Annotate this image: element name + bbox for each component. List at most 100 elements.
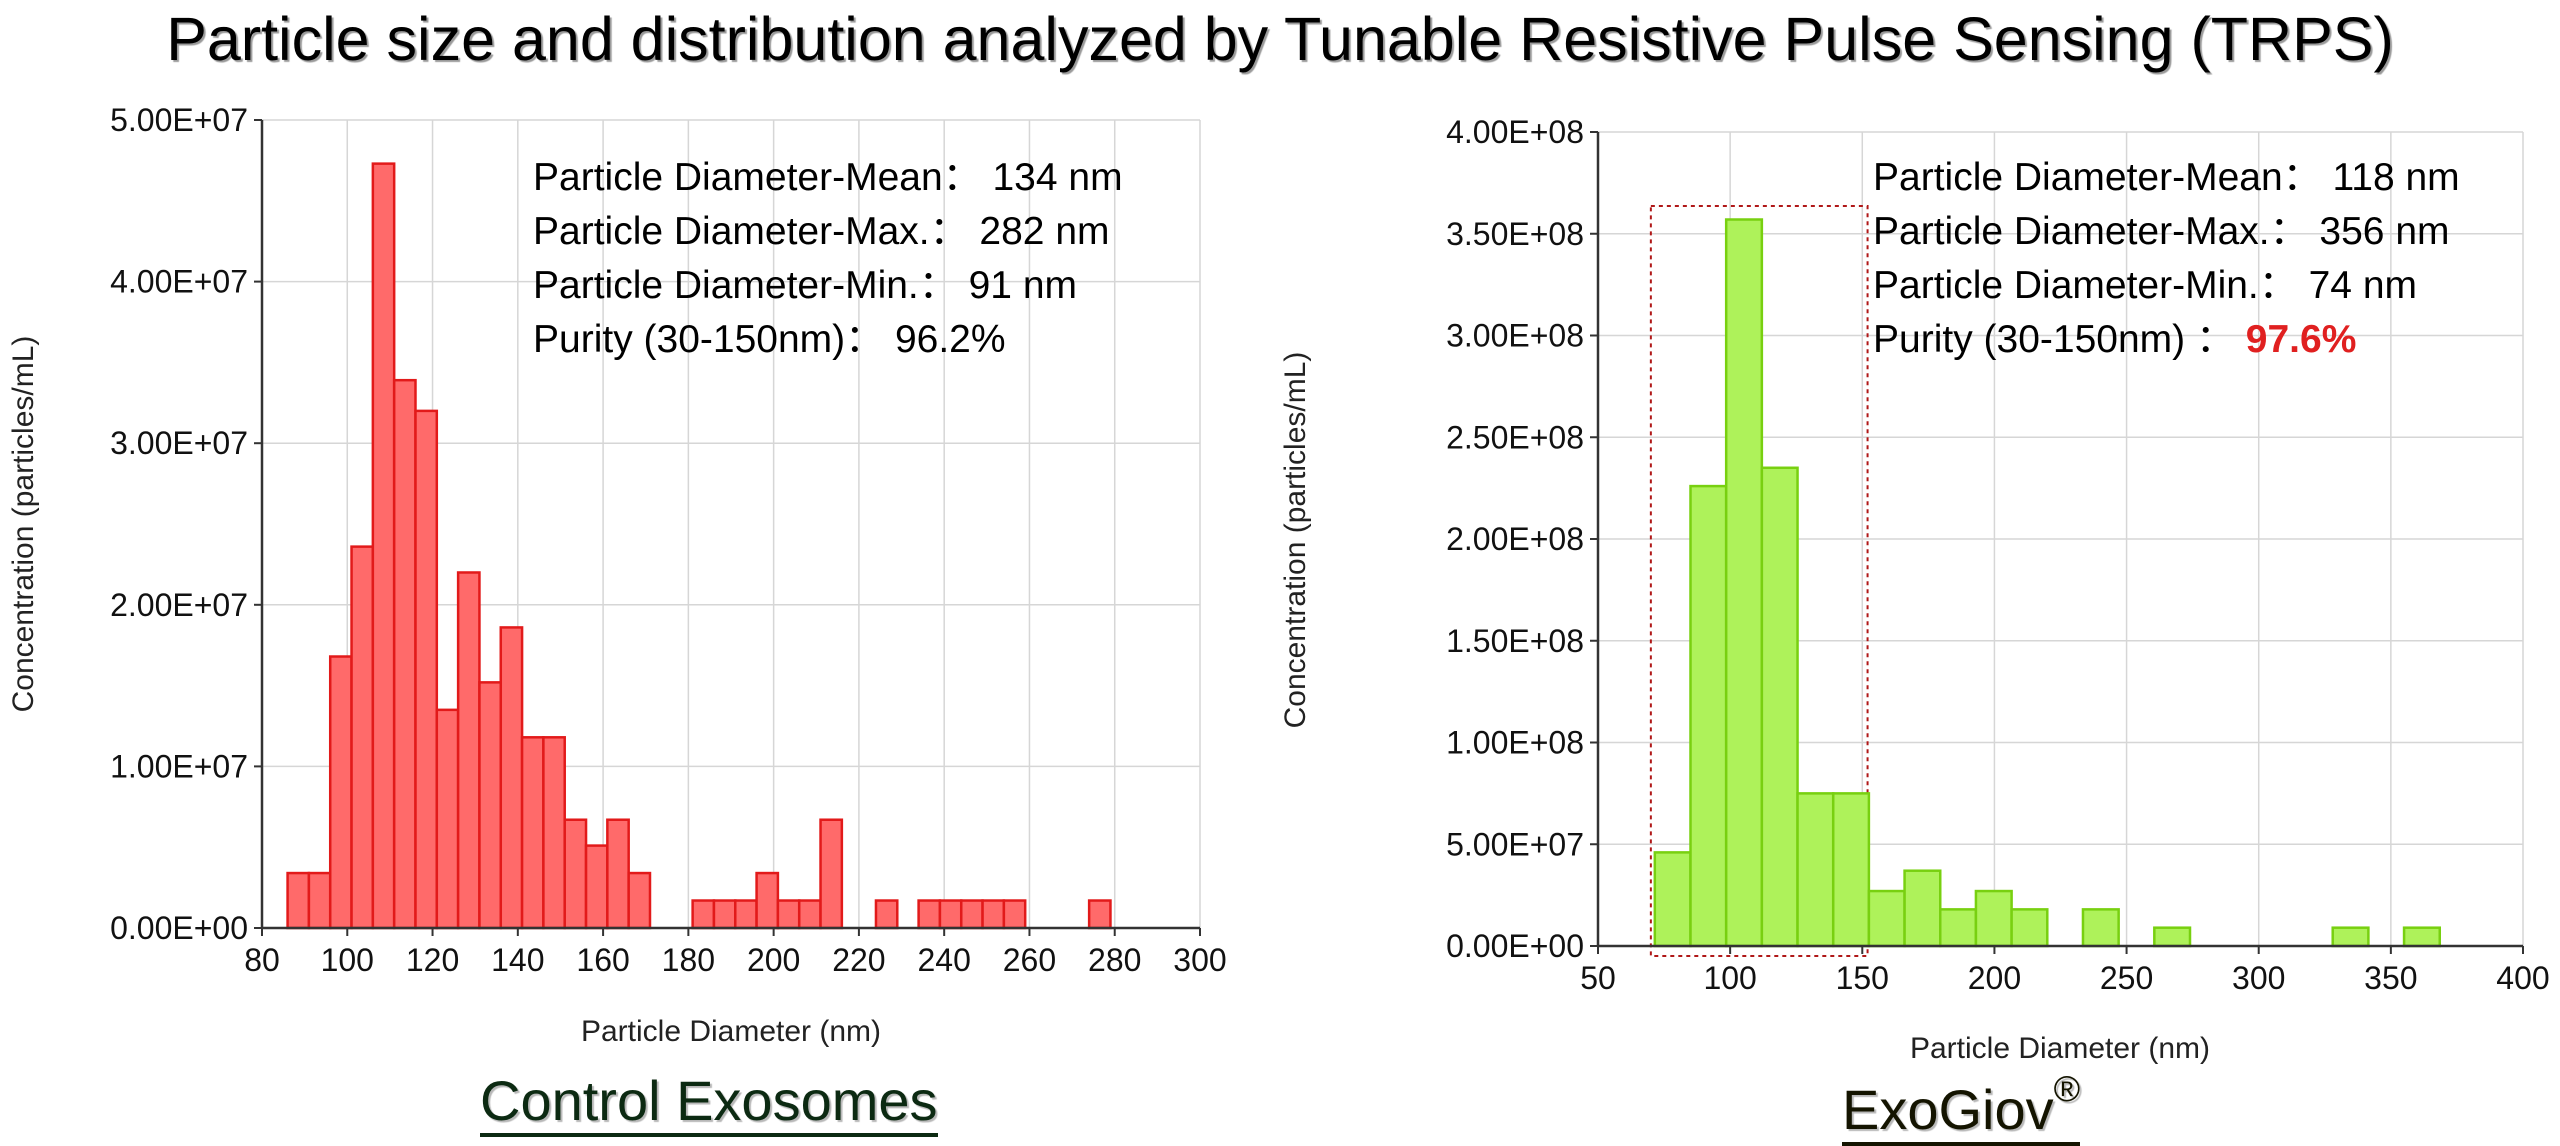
highlight-box: [1649, 205, 1869, 957]
grid-lines: [262, 119, 1201, 928]
histogram-bar: [1939, 908, 1978, 948]
histogram-bar: [819, 818, 844, 930]
x-tick-label: 300: [2232, 960, 2285, 996]
histogram-bar: [1002, 899, 1027, 930]
x-tick-label: 260: [1003, 942, 1056, 978]
y-axis-label: Concentration (particles/mL): [1279, 352, 1312, 729]
y-tick-label: 1.00E+08: [1446, 725, 1584, 761]
histogram-bar: [1760, 466, 1799, 948]
histogram-bar: [499, 626, 524, 930]
stat-label: Particle Diameter-Max.：: [1873, 210, 2309, 253]
y-tick-label: 2.00E+07: [110, 587, 248, 623]
histogram-bar: [456, 571, 481, 930]
y-tick-label: 2.00E+08: [1446, 521, 1584, 557]
stat-label: Purity (30-150nm)：: [533, 318, 884, 361]
histogram-bar: [307, 871, 332, 930]
stat-value: 134 nm: [982, 156, 1123, 199]
x-tick-label: 220: [832, 942, 885, 978]
x-tick-label: 240: [917, 942, 970, 978]
histogram-bar: [691, 899, 716, 930]
stat-label: Particle Diameter-Min.：: [1873, 264, 2298, 307]
stat-value: 356 nm: [2309, 210, 2450, 253]
histogram-bar: [627, 871, 652, 930]
histogram-bar: [542, 736, 566, 930]
y-tick-label: 1.50E+08: [1446, 623, 1584, 659]
tick-labels: 50 100 150 200 250 300 350 400 0.00E+00 5.00E+07 1…: [1446, 114, 2550, 996]
x-tick-label: 400: [2496, 960, 2549, 996]
stat-value: 91 nm: [958, 264, 1077, 307]
highlight-range-box: [1649, 205, 1869, 957]
caption-text: ExoGiov: [1842, 1078, 2054, 1141]
caption-underline: [480, 1133, 938, 1137]
y-tick-label: 2.50E+08: [1446, 419, 1584, 455]
histogram-bar: [435, 708, 460, 930]
histogram-bar: [328, 655, 353, 930]
histogram-bar: [1689, 484, 1728, 948]
y-tick-label: 3.00E+08: [1446, 318, 1584, 354]
histogram-bar: [2402, 926, 2442, 948]
y-tick-label: 3.50E+08: [1446, 216, 1584, 252]
caption-underline: [1842, 1142, 2081, 1146]
histogram-bar: [874, 899, 899, 930]
stat-value: 118 nm: [2322, 156, 2460, 199]
caption-control-exosomes: Control Exosomes: [480, 1068, 938, 1137]
histogram-bar: [414, 409, 439, 930]
y-tick-label: 0.00E+00: [1446, 928, 1584, 964]
histogram-bar: [2010, 908, 2049, 948]
caption-text: Control Exosomes: [480, 1069, 938, 1132]
bars: [286, 162, 1112, 930]
x-axis-label: Particle Diameter (nm): [1910, 1032, 2210, 1065]
stat-label: Particle Diameter-Min.：: [533, 264, 958, 307]
histogram-bar: [606, 818, 630, 930]
stat-line: Particle Diameter-Mean： 134 nm: [533, 156, 1123, 199]
y-tick-label: 4.00E+07: [110, 264, 248, 300]
chart-exogiov: 50 100 150 200 250 300 350 400 0.00E+00 5.00E+07 1…: [1279, 114, 2550, 1065]
y-tick-label: 1.00E+07: [110, 748, 248, 784]
stat-line: Purity (30-150nm) ： 97.6%: [1873, 318, 2356, 361]
x-tick-label: 150: [1836, 960, 1889, 996]
histogram-bar: [1867, 889, 1906, 948]
x-tick-label: 100: [1703, 960, 1756, 996]
x-tick-label: 200: [1968, 960, 2021, 996]
stat-label: Purity (30-150nm) ：: [1873, 318, 2235, 361]
x-tick-label: 160: [576, 942, 629, 978]
x-tick-label: 50: [1580, 960, 1616, 996]
y-tick-label: 3.00E+07: [110, 425, 248, 461]
stat-value: 97.6%: [2235, 318, 2356, 361]
histogram-bar: [286, 871, 311, 930]
axes: [1590, 131, 2524, 954]
chart-control-exosomes: 80 100 120 140 160 180 200 220 240 260 280 300 0.00E…: [7, 102, 1227, 1048]
stat-label: Particle Diameter-Mean：: [1873, 156, 2322, 199]
histogram-bar: [371, 162, 396, 930]
stat-label: Particle Diameter-Max.：: [533, 210, 969, 253]
x-tick-label: 350: [2364, 960, 2417, 996]
y-tick-label: 4.00E+08: [1446, 114, 1584, 150]
y-axis-label: Concentration (particles/mL): [7, 336, 40, 713]
axes: [254, 119, 1201, 936]
stat-value: 96.2%: [884, 318, 1005, 361]
x-tick-label: 250: [2100, 960, 2153, 996]
histogram-bar: [584, 844, 609, 930]
y-tick-label: 5.00E+07: [1446, 826, 1584, 862]
main-title: Particle size and distribution analyzed …: [166, 5, 2394, 73]
stat-line: Particle Diameter-Mean： 118 nm: [1873, 156, 2460, 199]
histogram-bar: [1653, 851, 1692, 948]
stat-label: Particle Diameter-Mean：: [533, 156, 982, 199]
histogram-bar: [755, 871, 780, 930]
x-tick-label: 280: [1088, 942, 1141, 978]
tick-labels: 80 100 120 140 160 180 200 220 240 260 280 300 0.00E…: [110, 102, 1227, 978]
histogram-bar: [392, 378, 417, 930]
histogram-bar: [917, 899, 942, 930]
stat-line: Particle Diameter-Max.： 356 nm: [1873, 210, 2450, 253]
histogram-bar: [478, 681, 503, 930]
histogram-bar: [1724, 218, 1764, 948]
histogram-bar: [1831, 792, 1871, 948]
x-axis-label: Particle Diameter (nm): [581, 1015, 881, 1048]
x-tick-label: 120: [406, 942, 459, 978]
histogram-bar: [2081, 908, 2120, 948]
stat-value: 282 nm: [969, 210, 1110, 253]
y-tick-label: 5.00E+07: [110, 102, 248, 138]
x-tick-label: 100: [321, 942, 374, 978]
